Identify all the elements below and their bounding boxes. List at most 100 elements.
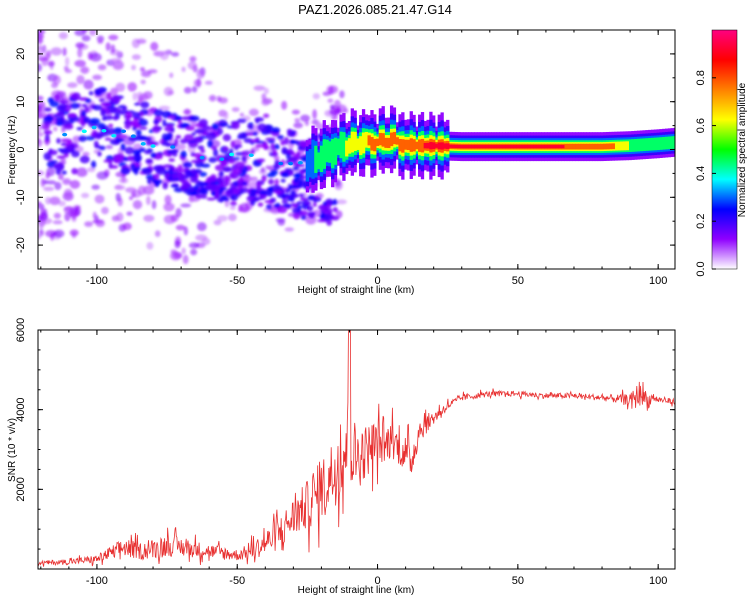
spectrogram-blob [288, 197, 295, 203]
spectrogram-blob [226, 188, 234, 194]
spectrogram-noise-blob [273, 155, 280, 161]
spectrogram-blob [289, 156, 300, 162]
spectrogram-blob [217, 128, 224, 135]
spectrogram-blob [273, 143, 280, 150]
spectrogram-ridge-cell [617, 141, 621, 151]
spectrogram-blob [211, 123, 220, 131]
spectrogram-ridge-cell [460, 145, 464, 149]
spectrogram-ridge-cell [558, 145, 562, 149]
spectrogram-ridge-cell [476, 145, 481, 149]
spectrogram-blob [161, 141, 170, 146]
spectrogram-blob [296, 184, 303, 189]
spectrogram-blob [127, 155, 135, 161]
spectrogram-ridge-cell [662, 136, 666, 150]
spectrogram-ridge-cell [482, 145, 486, 149]
spectrogram-blob [106, 92, 112, 101]
spectrogram-noise-blob [38, 223, 44, 230]
snr-x-tick-label: 100 [649, 575, 667, 587]
spectrogram-ridge-cell [513, 145, 517, 149]
spectrogram-blob [189, 115, 200, 122]
spectrogram-noise-blob [284, 227, 294, 232]
spectrogram-noise-blob [213, 219, 222, 226]
spectrogram-ridge-cell [398, 138, 402, 152]
spectrogram-ridge-cell [448, 144, 453, 148]
spectrogram-blob [44, 121, 51, 127]
spectrogram-noise-blob [62, 47, 67, 57]
spectrogram-ridge-cell [429, 141, 433, 150]
spectrogram-blob [241, 155, 247, 162]
spectrogram-noise-blob [126, 211, 133, 216]
spectrogram-noise-blob [54, 181, 62, 191]
spectrogram-noise-blob [223, 111, 229, 120]
spectrogram-ridge-cell [519, 145, 523, 149]
spectrogram-ridge-cell [319, 145, 324, 173]
spectrogram-ridge-cell [432, 142, 436, 149]
spectrogram-noise-blob [92, 74, 102, 80]
spectrogram-blob [307, 205, 314, 212]
spectrogram-blob [299, 210, 308, 216]
spectrogram-noise-blob [329, 110, 340, 116]
spectrogram-blob [140, 136, 149, 141]
spectrogram-blob [84, 106, 90, 113]
spectrogram-blob [105, 107, 111, 115]
spectrogram-peak [219, 157, 225, 161]
colorbar-tick-label: 0.4 [695, 166, 707, 181]
spectrogram-blob [234, 144, 243, 149]
spectrogram-blob [174, 115, 183, 121]
spectrogram-blob [124, 122, 131, 130]
spectrogram-blob [185, 126, 195, 131]
spectrogram-ridge-cell [423, 142, 427, 149]
spectrogram-x-label: Height of straight line (km) [298, 285, 415, 296]
spectrogram-noise-blob [175, 207, 182, 218]
spectrogram-blob [81, 110, 87, 117]
spectrogram-ridge-cell [364, 131, 369, 148]
spectrogram-ridge-cell [412, 139, 416, 152]
spectrogram-blob [270, 197, 277, 203]
spectrogram-noise-blob [201, 237, 211, 246]
spectrogram-noise-blob [175, 224, 186, 231]
spectrogram-blob [272, 149, 277, 156]
spectrogram-blob [292, 203, 297, 208]
spectrogram-blob [53, 164, 64, 168]
spectrogram-blob [326, 219, 333, 226]
spectrogram-blob [280, 178, 286, 183]
spectrogram-blob [85, 98, 92, 104]
spectrogram-blob [79, 155, 90, 164]
spectrogram-blob [58, 103, 68, 110]
spectrogram-blob [312, 202, 317, 207]
spectrogram-blob [42, 116, 54, 122]
spectrogram-noise-blob [138, 93, 149, 102]
spectrogram-blob [273, 163, 280, 170]
spectrogram-blob [292, 166, 300, 171]
spectrogram-ridge-cell [535, 145, 540, 149]
spectrogram-ridge-cell [575, 143, 579, 150]
spectrogram-peak [199, 155, 205, 160]
spectrogram-blob [171, 173, 180, 178]
spectrogram-blob [332, 207, 338, 213]
spectrogram-ridge-cell [347, 138, 352, 154]
spectrogram-peak [170, 145, 176, 149]
spectrogram-x-tick-label: 0 [374, 275, 380, 287]
spectrogram-y-tick-label: 20 [15, 48, 27, 60]
spectrogram-ridge-cell [549, 145, 554, 149]
spectrogram-noise-blob [51, 82, 59, 89]
spectrogram-noise-blob [260, 167, 266, 173]
spectrogram-noise-blob [46, 180, 57, 185]
spectrogram-ridge-cell [325, 139, 329, 163]
spectrogram-blob [116, 134, 128, 139]
spectrogram-blob [43, 130, 53, 135]
spectrogram-blob [250, 199, 256, 206]
spectrogram-blob [198, 122, 205, 128]
spectrogram-ridge-cell [468, 145, 472, 149]
spectrogram-noise-blob [181, 247, 186, 255]
spectrogram-blob [49, 100, 60, 108]
spectrogram-blob [281, 146, 288, 154]
spectrogram-blob [90, 160, 97, 169]
spectrogram-noise-blob [265, 165, 272, 170]
spectrogram-blob [118, 162, 127, 167]
spectrogram-ridge-cell [614, 141, 618, 151]
spectrogram-blob [120, 166, 131, 175]
spectrogram-blob [179, 122, 188, 129]
colorbar-ticks: 0.0 0.2 0.4 0.6 0.8 [695, 70, 716, 277]
